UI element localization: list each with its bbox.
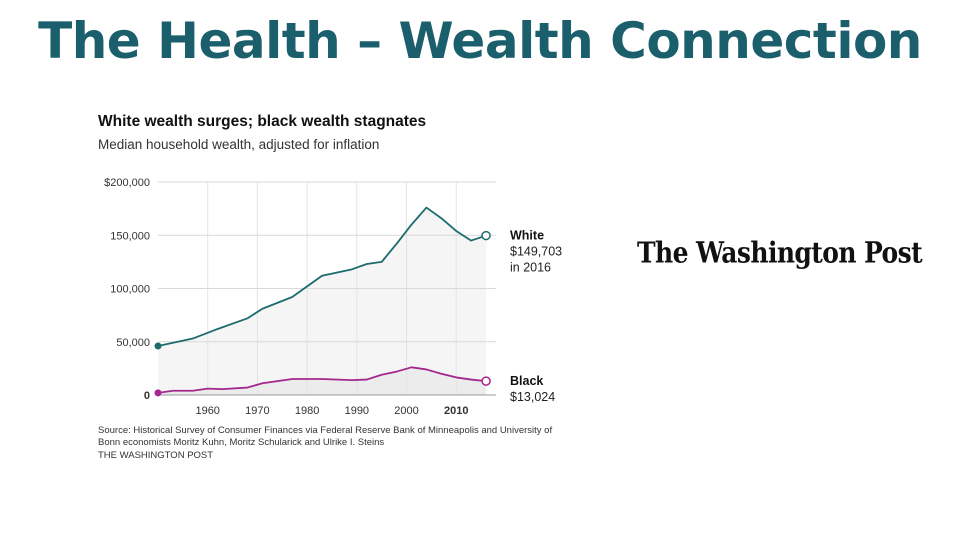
y-tick-label: 50,000 (116, 337, 150, 349)
y-tick-label: $200,000 (104, 177, 150, 189)
start-marker-black (154, 389, 162, 397)
y-tick-label: 150,000 (110, 230, 150, 242)
chart-subtitle: Median household wealth, adjusted for in… (98, 137, 380, 152)
x-tick-label: 2000 (394, 405, 418, 417)
end-label-name-black: Black (510, 374, 543, 388)
x-tick-label: 1990 (345, 405, 369, 417)
end-marker-white (481, 230, 491, 241)
chart-title: White wealth surges; black wealth stagna… (98, 113, 427, 130)
slide-title: The Health – Wealth Connection (38, 12, 922, 70)
y-tick-label: 0 (144, 390, 150, 402)
end-label-value-black: $13,024 (510, 390, 555, 404)
end-marker-black (481, 376, 491, 386)
start-marker-white (154, 342, 162, 350)
x-tick-label: 2010 (444, 405, 468, 417)
end-label-value-white: $149,703 (510, 245, 562, 259)
x-tick-label: 1970 (245, 405, 269, 417)
x-tick-label: 1980 (295, 405, 319, 417)
x-tick-label: 1960 (195, 405, 219, 417)
washington-post-logo: The Washington Post (637, 236, 923, 270)
chart-source: Source: Historical Survey of Consumer Fi… (98, 425, 553, 448)
area-fill-white (158, 207, 487, 395)
chart-publisher: THE WASHINGTON POST (98, 450, 214, 461)
end-label-name-white: White (510, 229, 544, 243)
y-tick-label: 100,000 (110, 284, 150, 296)
end-label-note-white: in 2016 (510, 261, 551, 275)
